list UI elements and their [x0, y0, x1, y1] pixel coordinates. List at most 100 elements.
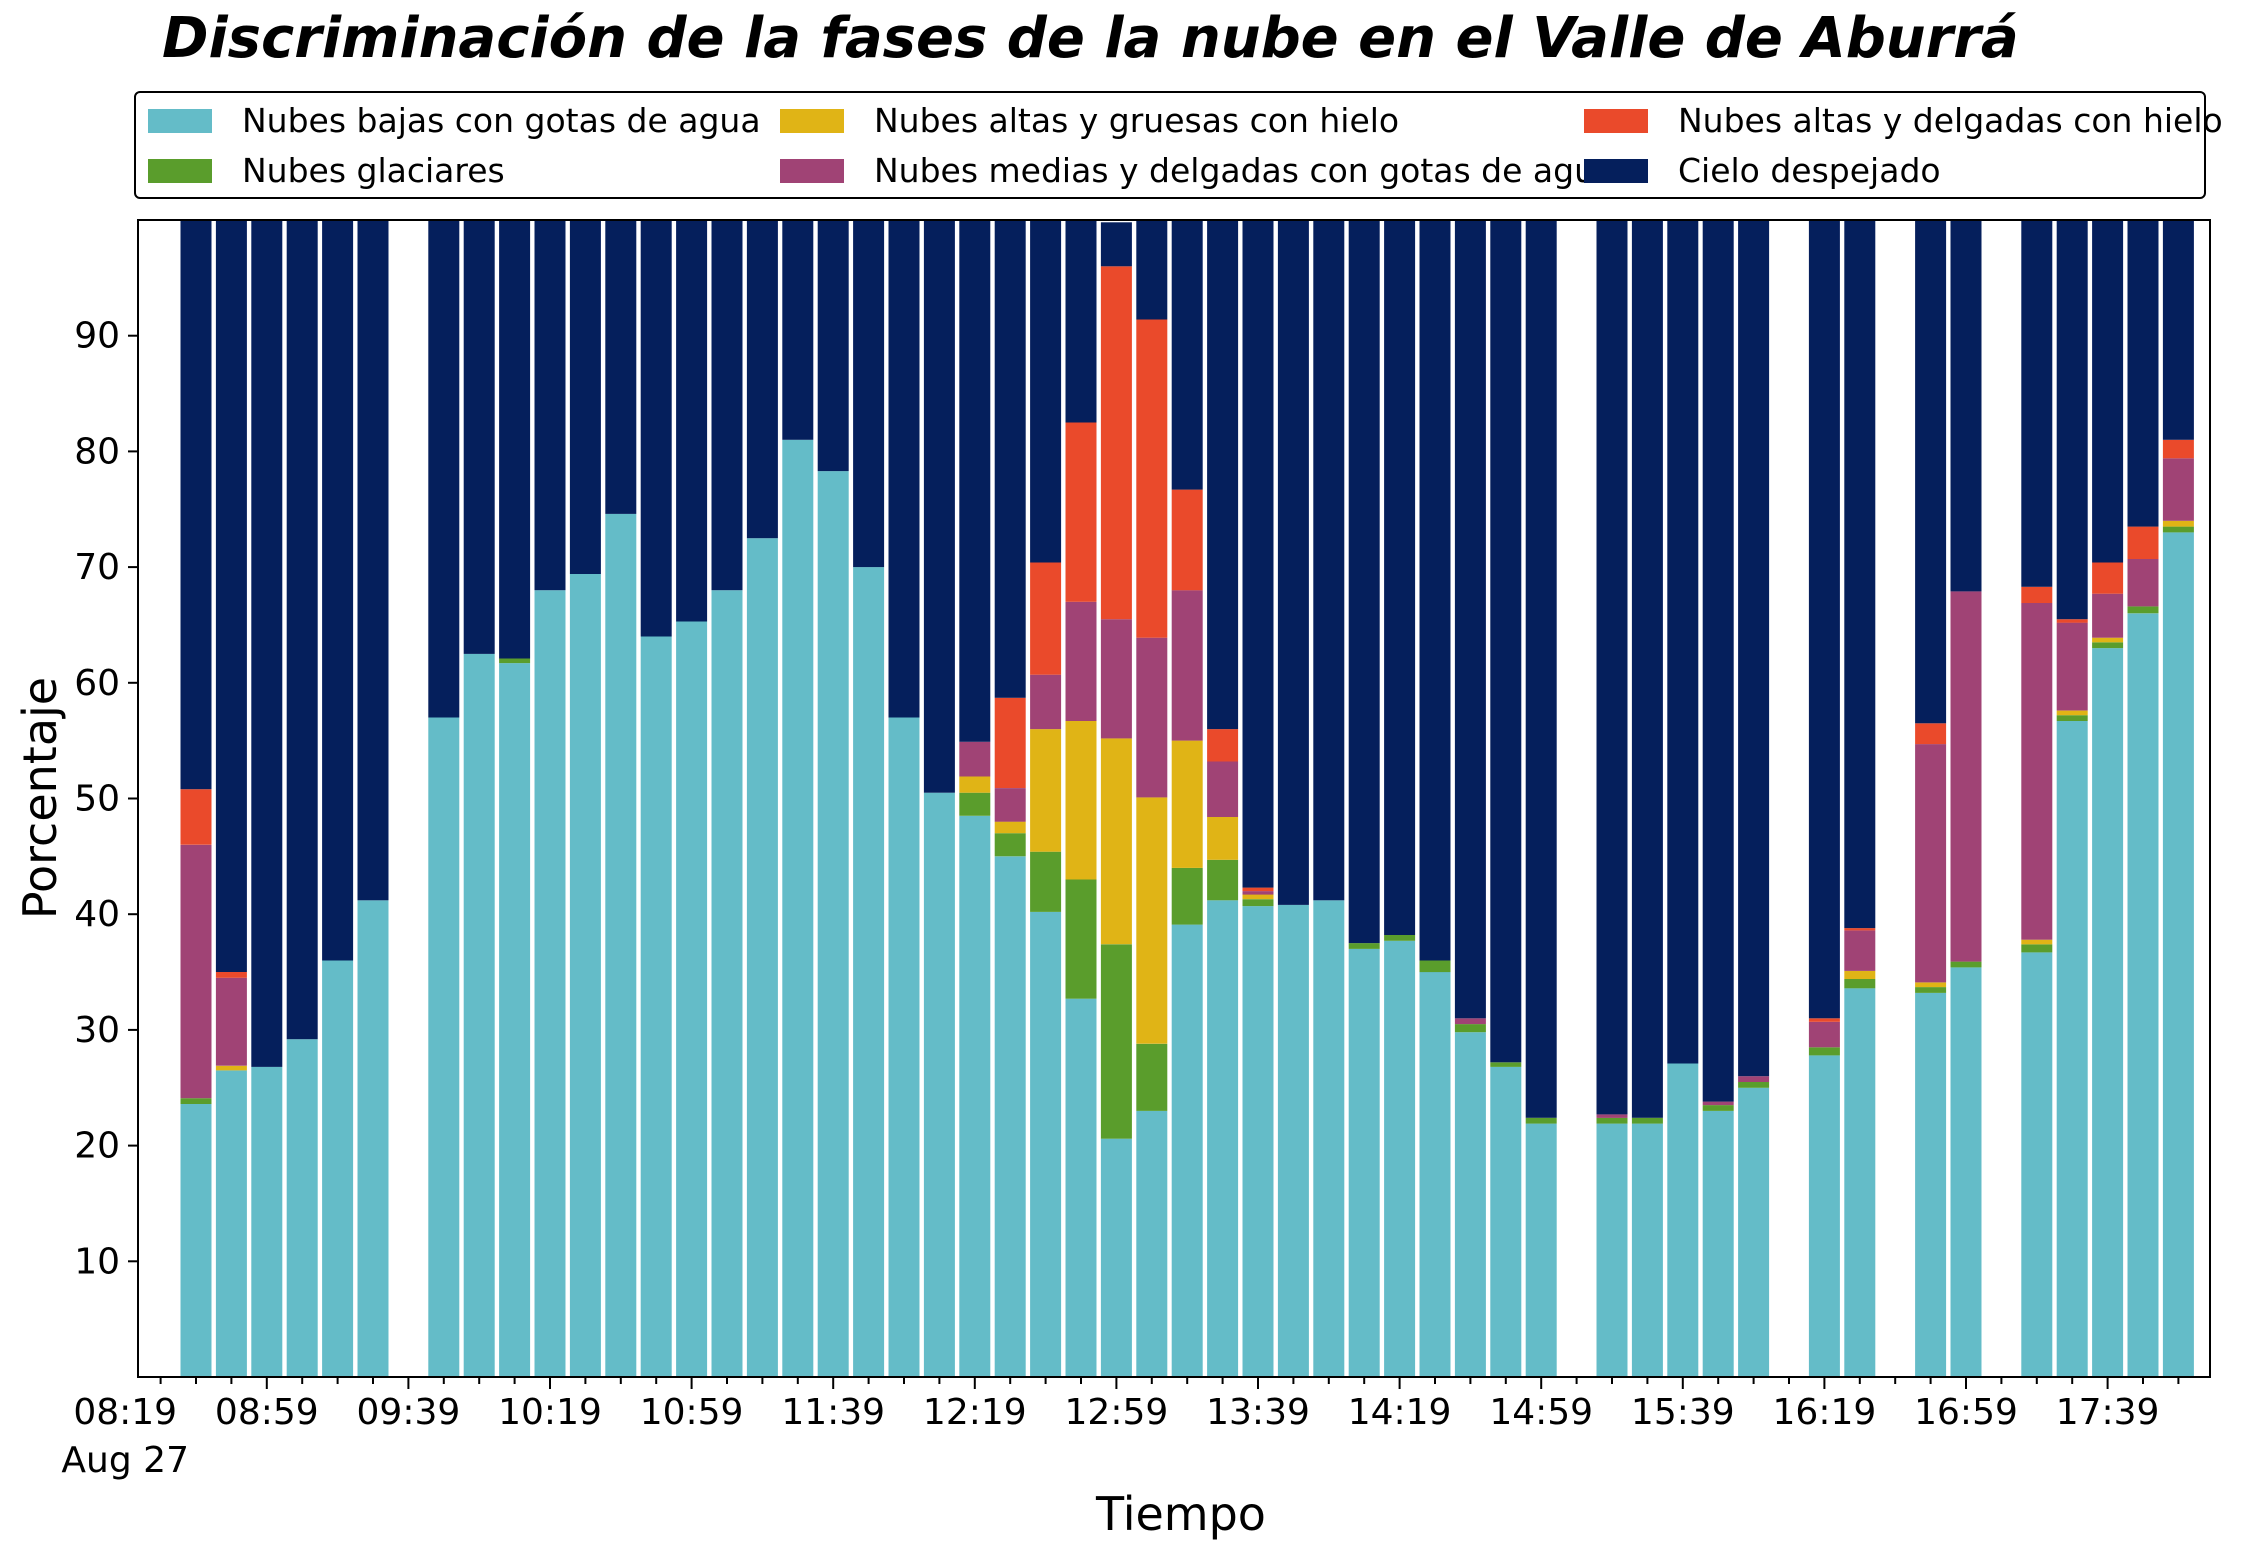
- bar-segment-nubes-bajas-con-gotas-de-agua: [1738, 1087, 1770, 1378]
- bars-layer: [180, 220, 2194, 1378]
- bar-segment-nubes-altas-y-gruesas-con-hielo: [2056, 710, 2088, 716]
- bar-segment-nubes-altas-y-gruesas-con-hielo: [1242, 894, 1274, 900]
- legend-label: Nubes bajas con gotas de agua: [242, 101, 761, 140]
- bar-segment-nubes-altas-y-delgadas-con-hielo: [994, 697, 1026, 788]
- bar-segment-nubes-glaciares: [2127, 606, 2159, 614]
- bar-segment-nubes-bajas-con-gotas-de-agua: [2127, 613, 2159, 1377]
- x-tick-label: 17:39: [2056, 1392, 2160, 1433]
- bar-segment-nubes-medias-y-delgadas-con-gotas-de-agua: [1844, 930, 1876, 971]
- bar-segment-nubes-bajas-con-gotas-de-agua: [1596, 1123, 1628, 1377]
- y-axis: 10 20 30 40 50 60 70 80 90: [74, 316, 138, 1282]
- bar-segment-cielo-despejado: [2021, 220, 2053, 587]
- bar-segment-nubes-bajas-con-gotas-de-agua: [1667, 1063, 1699, 1377]
- bar-segment-cielo-despejado: [1844, 220, 1876, 929]
- legend-label: Nubes medias y delgadas con gotas de agu…: [874, 151, 1616, 190]
- bar-segment-nubes-altas-y-delgadas-con-hielo: [1030, 562, 1062, 675]
- bar-segment-nubes-bajas-con-gotas-de-agua: [746, 538, 778, 1377]
- bar-segment-nubes-bajas-con-gotas-de-agua: [1136, 1110, 1168, 1377]
- bar-segment-nubes-bajas-con-gotas-de-agua: [605, 513, 637, 1377]
- x-tick-label: 13:39: [1206, 1392, 1310, 1433]
- bar-segment-nubes-medias-y-delgadas-con-gotas-de-agua: [2127, 559, 2159, 607]
- bar-segment-nubes-medias-y-delgadas-con-gotas-de-agua: [2092, 593, 2124, 638]
- bar-segment-nubes-altas-y-delgadas-con-hielo: [1171, 489, 1203, 591]
- bar-segment-nubes-bajas-con-gotas-de-agua: [534, 590, 566, 1377]
- bar-segment-nubes-bajas-con-gotas-de-agua: [1844, 988, 1876, 1377]
- bar-segment-nubes-medias-y-delgadas-con-gotas-de-agua: [215, 977, 247, 1066]
- bar-segment-nubes-altas-y-gruesas-con-hielo: [1065, 721, 1097, 880]
- y-tick-label: 90: [74, 316, 120, 357]
- legend-item-nubes-altas-y-delgadas-con-hielo: Nubes altas y delgadas con hielo: [1584, 101, 2223, 140]
- bar-segment-nubes-bajas-con-gotas-de-agua: [1950, 967, 1982, 1377]
- bar-segment-cielo-despejado: [676, 220, 708, 622]
- bar-segment-nubes-glaciares: [2162, 526, 2194, 533]
- bar-segment-nubes-bajas-con-gotas-de-agua: [322, 960, 354, 1377]
- y-tick-label: 50: [74, 779, 120, 820]
- bar-segment-nubes-bajas-con-gotas-de-agua: [1454, 1032, 1486, 1377]
- bar-segment-cielo-despejado: [888, 220, 920, 718]
- bar-segment-nubes-glaciares: [1631, 1117, 1663, 1124]
- bar-segment-nubes-bajas-con-gotas-de-agua: [2056, 721, 2088, 1377]
- x-tick-label: 08:19: [73, 1392, 177, 1433]
- bar-segment-nubes-medias-y-delgadas-con-gotas-de-agua: [1454, 1018, 1486, 1025]
- bar-segment-cielo-despejado: [640, 220, 672, 637]
- bar-segment-cielo-despejado: [569, 220, 601, 574]
- bar-segment-nubes-bajas-con-gotas-de-agua: [180, 1103, 212, 1377]
- bar-segment-cielo-despejado: [1596, 220, 1628, 1115]
- bar-segment-cielo-despejado: [711, 220, 743, 591]
- bar-segment-cielo-despejado: [180, 220, 212, 790]
- bar-segment-nubes-medias-y-delgadas-con-gotas-de-agua: [2056, 622, 2088, 711]
- bar-segment-nubes-glaciares: [1419, 960, 1451, 973]
- bar-segment-nubes-bajas-con-gotas-de-agua: [817, 471, 849, 1378]
- bar-segment-nubes-bajas-con-gotas-de-agua: [1171, 924, 1203, 1377]
- bar-segment-nubes-glaciares: [1702, 1105, 1734, 1111]
- bar-segment-nubes-bajas-con-gotas-de-agua: [569, 574, 601, 1377]
- bar-segment-nubes-altas-y-delgadas-con-hielo: [2127, 526, 2159, 559]
- bar-segment-cielo-despejado: [1348, 220, 1380, 944]
- bar-segment-cielo-despejado: [499, 220, 531, 659]
- bar-segment-nubes-bajas-con-gotas-de-agua: [251, 1066, 283, 1377]
- bar-segment-nubes-bajas-con-gotas-de-agua: [1808, 1055, 1840, 1377]
- bar-segment-cielo-despejado: [1950, 220, 1982, 592]
- bar-segment-nubes-glaciares: [1738, 1082, 1770, 1088]
- bar-segment-nubes-glaciares: [1100, 944, 1132, 1139]
- bar-segment-nubes-bajas-con-gotas-de-agua: [1030, 911, 1062, 1377]
- bar-segment-nubes-medias-y-delgadas-con-gotas-de-agua: [1030, 674, 1062, 730]
- x-tick-label: 16:59: [1914, 1392, 2018, 1433]
- bar-segment-cielo-despejado: [1808, 220, 1840, 1019]
- legend-item-cielo-despejado: Cielo despejado: [1584, 151, 1941, 190]
- legend-swatch: [1584, 158, 1648, 183]
- bar-segment-nubes-bajas-con-gotas-de-agua: [640, 636, 672, 1377]
- legend-swatch: [148, 158, 212, 183]
- bar-segment-cielo-despejado: [1419, 220, 1451, 961]
- bar-segment-cielo-despejado: [1490, 220, 1522, 1063]
- bar-segment-nubes-bajas-con-gotas-de-agua: [428, 717, 460, 1377]
- bar-segment-nubes-medias-y-delgadas-con-gotas-de-agua: [2021, 603, 2053, 940]
- bar-segment-nubes-glaciares: [1596, 1117, 1628, 1124]
- bar-segment-cielo-despejado: [251, 220, 283, 1067]
- x-tick-label: 14:59: [1489, 1392, 1593, 1433]
- bar-segment-cielo-despejado: [1631, 220, 1663, 1118]
- bar-segment-cielo-despejado: [428, 220, 460, 718]
- bar-segment-cielo-despejado: [2056, 220, 2088, 620]
- bar-segment-nubes-glaciares: [1348, 943, 1380, 949]
- bar-segment-cielo-despejado: [1277, 220, 1309, 905]
- bar-segment-nubes-medias-y-delgadas-con-gotas-de-agua: [1915, 744, 1947, 983]
- x-tick-label: 16:19: [1773, 1392, 1877, 1433]
- y-tick-label: 20: [74, 1126, 120, 1167]
- bar-segment-nubes-medias-y-delgadas-con-gotas-de-agua: [2162, 458, 2194, 521]
- x-tick-label: 10:19: [498, 1392, 602, 1433]
- bar-segment-nubes-bajas-con-gotas-de-agua: [994, 856, 1026, 1377]
- bar-segment-nubes-glaciares: [959, 792, 991, 816]
- bar-segment-nubes-bajas-con-gotas-de-agua: [1242, 906, 1274, 1377]
- bar-segment-nubes-altas-y-gruesas-con-hielo: [959, 776, 991, 793]
- bar-segment-cielo-despejado: [1136, 220, 1168, 320]
- bar-segment-nubes-altas-y-delgadas-con-hielo: [2092, 562, 2124, 594]
- bar-segment-cielo-despejado: [322, 220, 354, 961]
- legend: Nubes bajas con gotas de agua Nubes glaci…: [134, 91, 2223, 199]
- bar-segment-cielo-despejado: [1915, 220, 1947, 724]
- bar-segment-nubes-medias-y-delgadas-con-gotas-de-agua: [1136, 637, 1168, 798]
- bar-segment-nubes-bajas-con-gotas-de-agua: [1207, 900, 1239, 1377]
- bar-segment-nubes-medias-y-delgadas-con-gotas-de-agua: [1065, 601, 1097, 721]
- bar-segment-nubes-altas-y-gruesas-con-hielo: [1915, 982, 1947, 988]
